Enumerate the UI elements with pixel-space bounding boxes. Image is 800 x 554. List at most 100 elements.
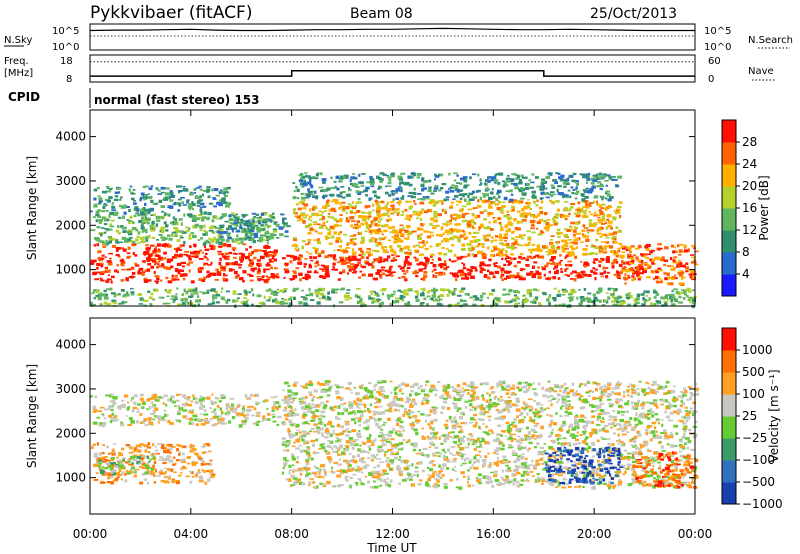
- echo-cell: [408, 206, 413, 210]
- echo-cell: [204, 409, 207, 412]
- echo-cell: [153, 474, 156, 477]
- echo-cell: [570, 221, 575, 225]
- echo-cell: [339, 175, 344, 179]
- echo-cell: [212, 410, 216, 413]
- echo-cell: [378, 256, 383, 259]
- echo-cell: [349, 183, 353, 186]
- echo-cell: [362, 441, 367, 445]
- echo-cell: [314, 292, 320, 295]
- echo-cell: [588, 389, 592, 392]
- echo-cell: [433, 210, 436, 215]
- echo-cell: [585, 173, 589, 177]
- echo-cell: [598, 260, 603, 263]
- echo-cell: [131, 462, 135, 465]
- echo-cell: [233, 219, 239, 222]
- echo-cell: [439, 452, 443, 455]
- echo-cell: [216, 272, 222, 276]
- echo-cell: [233, 216, 238, 219]
- echo-cell: [234, 275, 239, 279]
- echo-cell: [151, 236, 156, 239]
- echo-cell: [183, 288, 186, 292]
- echo-cell: [574, 180, 579, 183]
- echo-cell: [306, 409, 312, 413]
- echo-cell: [321, 178, 327, 182]
- echo-cell: [568, 208, 572, 212]
- echo-cell: [602, 266, 606, 270]
- echo-cell: [601, 461, 604, 463]
- echo-cell: [596, 291, 599, 295]
- echo-cell: [191, 444, 195, 448]
- echo-cell: [234, 239, 237, 244]
- echo-cell: [416, 217, 419, 220]
- echo-cell: [212, 272, 217, 276]
- echo-cell: [261, 278, 264, 281]
- echo-cell: [494, 270, 500, 275]
- echo-cell: [462, 219, 468, 222]
- echo-cell: [167, 468, 171, 471]
- nave-right-tick-top: 60: [708, 56, 721, 67]
- echo-cell: [130, 292, 135, 296]
- echo-cell: [558, 176, 563, 180]
- colorbar-swatch: [722, 230, 736, 253]
- echo-cell: [204, 245, 206, 248]
- echo-cell: [209, 244, 214, 248]
- echo-cell: [380, 224, 386, 228]
- echo-cell: [90, 303, 93, 307]
- echo-cell: [223, 272, 226, 276]
- echo-cell: [410, 195, 413, 199]
- echo-cell: [567, 296, 570, 299]
- echo-cell: [653, 303, 657, 307]
- echo-cell: [320, 422, 324, 426]
- echo-cell: [270, 273, 275, 275]
- echo-cell: [309, 227, 314, 231]
- echo-cell: [167, 259, 171, 264]
- echo-cell: [633, 303, 637, 307]
- echo-cell: [618, 215, 621, 219]
- echo-cell: [325, 226, 328, 230]
- echo-cell: [228, 214, 232, 218]
- echo-cell: [619, 299, 625, 302]
- echo-cell: [252, 293, 255, 297]
- echo-cell: [433, 214, 437, 218]
- echo-cell: [586, 175, 590, 179]
- echo-cell: [216, 230, 220, 234]
- echo-cell: [150, 214, 155, 216]
- echo-cell: [191, 462, 197, 467]
- echo-cell: [131, 192, 136, 195]
- echo-cell: [248, 263, 253, 267]
- echo-cell: [296, 287, 299, 290]
- echo-cell: [511, 242, 516, 246]
- echo-cell: [211, 301, 216, 305]
- echo-cell: [499, 275, 503, 279]
- echo-cell: [115, 229, 120, 233]
- echo-cell: [691, 256, 696, 259]
- echo-cell: [582, 176, 586, 179]
- echo-cell: [171, 256, 176, 259]
- echo-cell: [366, 224, 371, 228]
- echo-cell: [534, 176, 539, 179]
- echo-cell: [387, 182, 392, 185]
- echo-cell: [384, 191, 389, 195]
- echo-cell: [120, 478, 123, 481]
- echo-cell: [253, 267, 257, 270]
- echo-cell: [291, 455, 295, 458]
- echo-cell: [347, 294, 350, 298]
- echo-cell: [93, 479, 99, 481]
- echo-cell: [100, 210, 106, 213]
- echo-cell: [390, 175, 394, 178]
- echo-cell: [115, 254, 120, 257]
- echo-cell: [501, 462, 506, 464]
- echo-cell: [262, 415, 266, 419]
- echo-cell: [314, 270, 317, 273]
- echo-cell: [130, 420, 135, 424]
- echo-cell: [308, 430, 313, 433]
- echo-cell: [670, 293, 675, 297]
- echo-cell: [99, 422, 103, 425]
- echo-cell: [93, 259, 97, 263]
- echo-cell: [185, 292, 188, 295]
- echo-cell: [202, 242, 207, 246]
- echo-cell: [155, 399, 160, 402]
- echo-cell: [173, 201, 177, 206]
- echo-cell: [281, 291, 286, 293]
- echo-cell: [481, 292, 486, 295]
